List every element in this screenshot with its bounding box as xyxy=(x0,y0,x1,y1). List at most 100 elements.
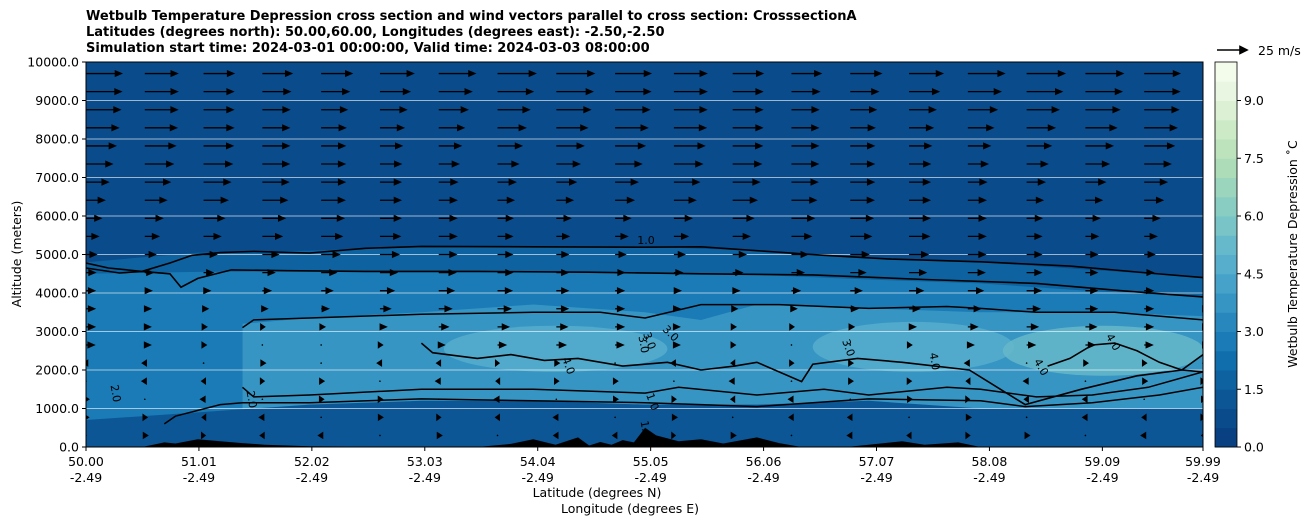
vector-arrow xyxy=(1144,160,1172,168)
vector-arrow xyxy=(203,287,212,295)
vector-arrow xyxy=(377,341,384,349)
vector-arrow xyxy=(144,178,172,186)
colorbar-label: Wetbulb Temperature Depression ˚C xyxy=(1285,140,1300,368)
colorbar-segment xyxy=(1215,177,1237,198)
quiver-key-arrow xyxy=(1217,45,1249,55)
vector-arrow xyxy=(379,106,408,114)
vector-arrow xyxy=(730,431,737,440)
x-tick-label-lat: 59.09 xyxy=(1084,454,1120,469)
vector-arrow xyxy=(438,323,450,331)
vector-arrow xyxy=(673,287,682,295)
vector-arrow xyxy=(494,413,500,422)
vector-arrow xyxy=(850,142,876,150)
vector-arrow xyxy=(1203,270,1211,275)
gridlines xyxy=(86,100,1203,409)
vector-arrow xyxy=(86,214,103,222)
vector-arrow xyxy=(262,106,291,114)
vector-arrow xyxy=(967,250,987,259)
colorbar-segment xyxy=(1215,350,1237,371)
colorbar-segment xyxy=(1215,408,1237,429)
vector-arrow xyxy=(435,359,442,367)
vector-arrow xyxy=(438,106,469,114)
x-tick-label-lon: -2.49 xyxy=(183,470,215,485)
vector-arrow xyxy=(1144,287,1155,295)
colorbar-tick-label: 4.5 xyxy=(1244,266,1264,281)
vector-arrow xyxy=(673,142,706,150)
vector-arrow xyxy=(789,323,795,331)
vector-arrow xyxy=(438,124,466,132)
vector-arrow xyxy=(201,431,207,440)
vector-arrow xyxy=(791,88,821,96)
vector-arrow xyxy=(436,431,443,440)
vector-arrow xyxy=(143,398,146,401)
vector-arrow xyxy=(1144,178,1169,186)
vector-arrow xyxy=(261,305,269,313)
vector-arrow xyxy=(321,214,346,222)
vector-arrow xyxy=(967,142,992,150)
vector-arrow xyxy=(615,124,649,132)
vector-arrow xyxy=(86,142,117,150)
vector-arrow xyxy=(497,178,517,186)
vector-arrow xyxy=(1026,305,1042,313)
vector-arrow xyxy=(848,359,855,367)
vector-arrow xyxy=(1085,287,1099,295)
vector-arrow xyxy=(379,305,392,313)
vector-arrow xyxy=(438,214,458,222)
contour-label: 3.0 xyxy=(640,330,658,351)
x-tick-label-lon: -2.49 xyxy=(296,470,328,485)
vector-arrow xyxy=(1026,106,1060,114)
vector-arrow xyxy=(1085,88,1124,96)
vector-arrow xyxy=(203,269,215,277)
colorbar-segment xyxy=(1215,312,1237,332)
vector-arrow xyxy=(321,142,347,150)
x-tick-label-lat: 55.05 xyxy=(633,454,669,469)
vector-arrow xyxy=(967,214,987,222)
y-tick-label: 8000.0 xyxy=(35,132,79,147)
vector-arrow xyxy=(497,323,511,331)
vector-arrow xyxy=(673,250,687,259)
vector-arrow xyxy=(554,377,560,385)
vector-arrow xyxy=(967,88,1002,96)
vector-arrow xyxy=(1023,395,1029,404)
vector-arrow xyxy=(909,69,945,78)
vector-arrow xyxy=(967,106,999,114)
vector-arrow xyxy=(1084,434,1087,437)
vector-arrow xyxy=(732,178,761,186)
vector-arrow xyxy=(202,362,205,364)
colorbar: 0.0 1.5 3.0 4.5 6.0 7.5 9.0 xyxy=(1214,61,1264,455)
vector-arrow xyxy=(556,250,570,259)
vector-arrow xyxy=(1085,305,1099,313)
vector-arrow xyxy=(379,196,403,204)
vector-arrow xyxy=(846,431,853,440)
vector-arrow xyxy=(1143,398,1146,401)
vector-arrow xyxy=(906,377,913,386)
vector-arrow xyxy=(262,124,291,132)
vector-arrow xyxy=(909,178,932,186)
vector-arrow xyxy=(379,124,406,132)
vector-arrow xyxy=(1144,142,1176,150)
x-tick-label-lon: -2.49 xyxy=(1086,470,1118,485)
vector-arrow xyxy=(317,431,324,440)
title-line-3: Simulation start time: 2024-03-01 00:00:… xyxy=(86,41,650,56)
vector-arrow xyxy=(144,214,164,222)
vector-arrow xyxy=(552,431,559,440)
vector-arrow xyxy=(1141,359,1148,367)
vector-arrow xyxy=(1203,252,1214,257)
contour-label: 3.0 xyxy=(839,337,857,358)
vector-arrow xyxy=(909,142,933,150)
vector-arrow xyxy=(201,413,207,422)
vector-arrow xyxy=(203,69,236,78)
x-tick-label-lon: -2.49 xyxy=(860,470,892,485)
vector-arrow xyxy=(379,142,404,150)
vector-arrow xyxy=(321,196,346,204)
vector-arrow xyxy=(850,106,878,114)
vector-arrow xyxy=(556,178,578,186)
vector-arrow xyxy=(203,214,226,222)
colorbar-segment xyxy=(1215,119,1237,140)
vector-arrow xyxy=(732,142,764,150)
vector-arrow xyxy=(1026,214,1044,222)
vector-arrow xyxy=(379,69,415,78)
vector-arrow xyxy=(261,398,264,401)
x-tick-label-lat: 57.07 xyxy=(859,454,895,469)
